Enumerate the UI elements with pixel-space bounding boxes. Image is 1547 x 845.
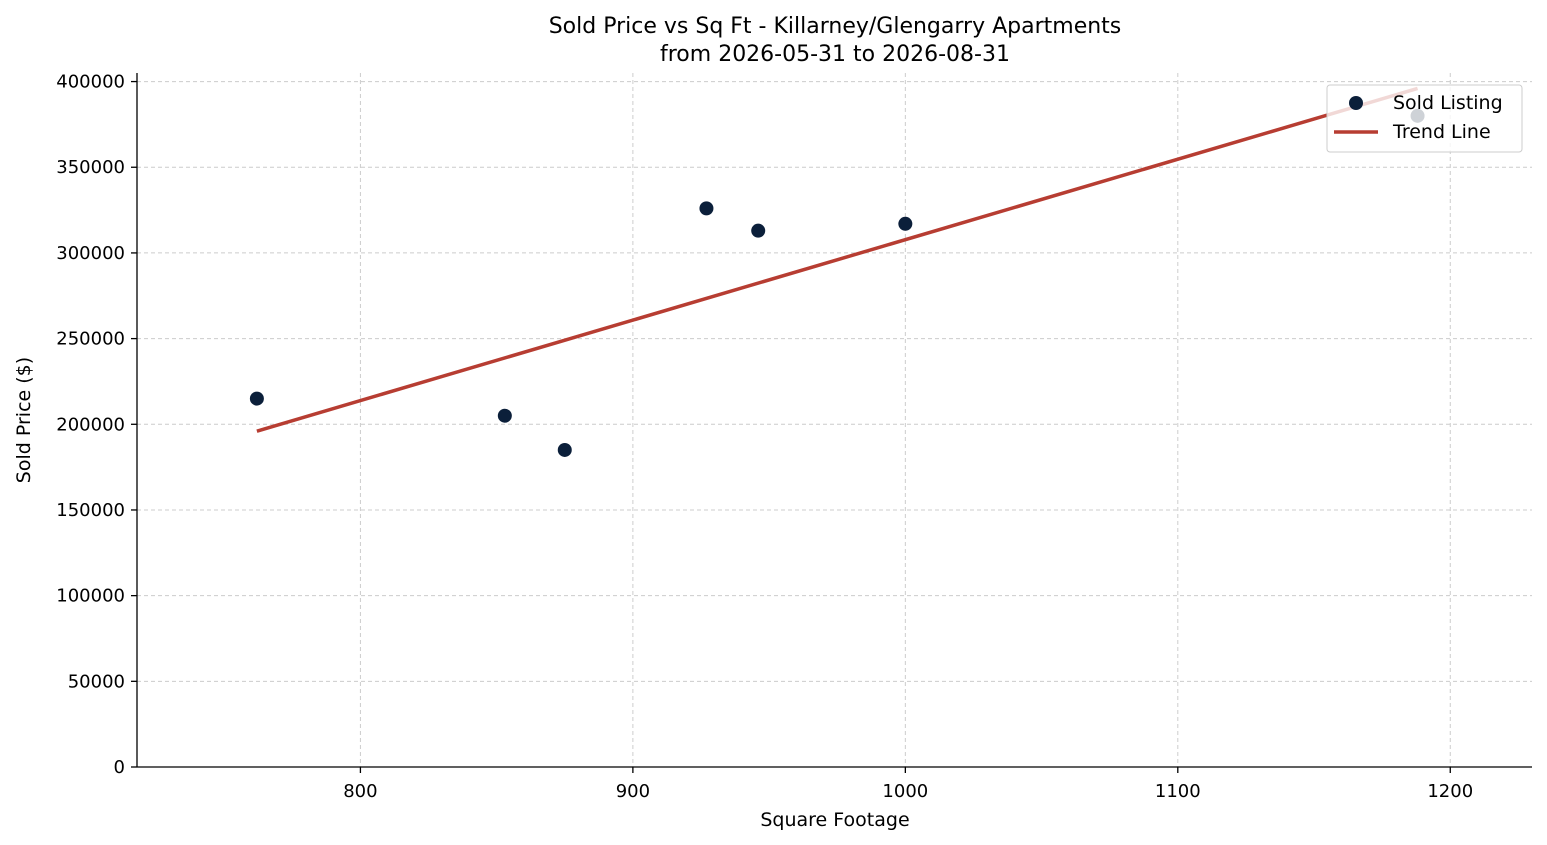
sold-listing-point [249,391,264,406]
legend-box [1326,84,1523,153]
chart-title: Sold Price vs Sq Ft - Killarney/Glengarr… [549,14,1122,39]
sold-listing-point [497,408,512,423]
y-tick-label: 50000 [68,671,125,692]
y-tick-label: 400000 [56,72,125,93]
y-tick-label: 100000 [56,586,125,607]
x-tick-label: 1100 [1155,781,1201,802]
x-tick-label: 800 [343,781,377,802]
axes [136,73,1532,768]
legend: Sold Listing Trend Line [1326,84,1523,153]
y-tick-label: 200000 [56,414,125,435]
x-tick-label: 1200 [1427,781,1473,802]
legend-label-sold-listing: Sold Listing [1393,92,1503,114]
y-tick-label: 300000 [56,243,125,264]
sold-listing-point [751,223,766,238]
sold-listing-point [699,201,714,216]
sold-listing-point [557,442,572,457]
trend-line [256,86,1419,433]
y-axis-label: Sold Price ($) [13,357,35,483]
chart-subtitle: from 2026-05-31 to 2026-08-31 [660,42,1010,67]
ticks: 800 900 1000 1100 1200 0 50000 100000 150000 2000… [56,72,1473,802]
series [249,86,1425,457]
y-tick-label: 250000 [56,329,125,350]
legend-marker-sold-listing [1349,96,1363,110]
grid [137,73,1532,767]
legend-label-trend-line: Trend Line [1392,121,1491,143]
x-axis-label: Square Footage [760,809,909,831]
y-tick-label: 350000 [56,157,125,178]
x-tick-label: 1000 [882,781,928,802]
y-tick-label: 0 [114,757,125,778]
y-tick-label: 150000 [56,500,125,521]
sold-listing-point [898,216,913,231]
x-tick-label: 900 [616,781,650,802]
